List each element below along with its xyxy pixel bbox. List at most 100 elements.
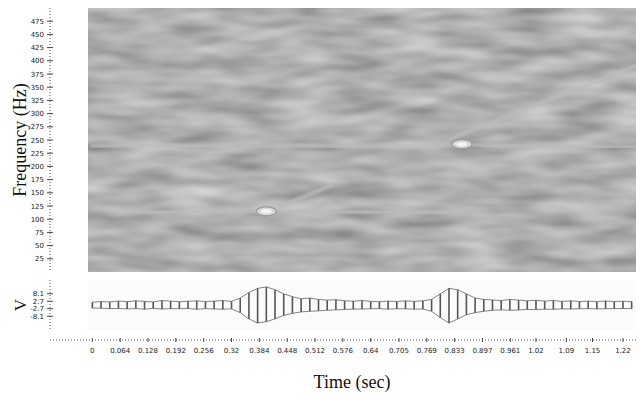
waveform-segment xyxy=(466,294,468,315)
waveform-segment xyxy=(283,294,285,316)
x-tick-label: 0.705 xyxy=(389,347,409,355)
waveform-segment xyxy=(553,301,555,310)
waveform-segment xyxy=(561,301,563,309)
y-tick xyxy=(47,153,53,154)
y-tick-label: 8.1 xyxy=(33,290,44,298)
y-tick xyxy=(47,258,53,259)
x-tick-label: 1.22 xyxy=(615,347,631,355)
x-tick xyxy=(342,338,343,342)
waveform-segment xyxy=(144,301,146,309)
waveform-segment xyxy=(622,301,624,308)
y-tick-label: 25 xyxy=(35,255,44,263)
waveform-segment xyxy=(257,288,259,323)
y-tick-label: 475 xyxy=(31,18,44,26)
waveform-segment xyxy=(405,301,407,309)
waveform-segment xyxy=(448,288,450,323)
y-tick xyxy=(47,60,53,61)
waveform-segment xyxy=(439,294,441,318)
x-tick-label: 0.192 xyxy=(166,347,186,355)
y-tick xyxy=(47,126,53,127)
x-tick xyxy=(175,338,176,342)
x-tick xyxy=(120,338,121,342)
waveform-segment xyxy=(152,302,154,308)
figure: 2550751001251501752002252502753003253503… xyxy=(0,0,641,401)
waveform-segment xyxy=(631,302,633,309)
y-tick xyxy=(47,179,53,180)
y-tick xyxy=(47,21,53,22)
y-tick-label: 50 xyxy=(35,242,44,250)
waveform-segment xyxy=(509,299,511,310)
waveform-segment xyxy=(170,301,172,309)
waveform-segment xyxy=(187,301,189,308)
waveform-segment xyxy=(483,299,485,311)
plot-area xyxy=(92,66,636,216)
x-tick xyxy=(454,338,455,342)
x-tick-label: 0.961 xyxy=(500,347,520,355)
x-tick xyxy=(148,338,149,342)
waveform-segment xyxy=(396,302,398,309)
waveform-segment xyxy=(387,301,389,309)
y-tick-label: 2.7 xyxy=(33,298,44,306)
waveform-segment xyxy=(266,287,268,322)
waveform-segment xyxy=(274,290,276,319)
y-tick-label: 425 xyxy=(31,44,44,52)
y-axis-line xyxy=(50,280,51,330)
bright-spot-core xyxy=(457,142,468,146)
waveform-segment xyxy=(361,301,363,309)
waveform-segment xyxy=(196,301,198,309)
y-tick xyxy=(47,293,53,294)
y-tick-label: -8.1 xyxy=(30,313,44,321)
waveform-segment xyxy=(613,302,615,309)
x-tick xyxy=(535,338,536,342)
x-tick-label: 0.512 xyxy=(305,347,325,355)
y-tick-label: 200 xyxy=(31,163,44,171)
y-tick xyxy=(47,245,53,246)
waveform-segment xyxy=(92,302,94,308)
x-tick xyxy=(287,338,288,342)
x-tick xyxy=(622,338,623,342)
waveform-segment xyxy=(413,301,415,309)
waveform-segment xyxy=(326,300,328,310)
x-axis-title: Time (sec) xyxy=(314,372,391,393)
y-tick xyxy=(47,47,53,48)
y-tick-label: 100 xyxy=(31,216,44,224)
x-tick xyxy=(315,338,316,342)
y-axis-title: V xyxy=(11,298,30,311)
waveform-segment xyxy=(587,301,589,309)
y-tick xyxy=(47,206,53,207)
y-tick-label: 125 xyxy=(31,203,44,211)
y-axis-title: Frequency (Hz) xyxy=(10,83,31,196)
y-tick xyxy=(47,316,53,317)
waveform-segment xyxy=(318,299,320,310)
x-tick xyxy=(510,338,511,342)
y-tick-label: 150 xyxy=(31,189,44,197)
y-tick-label: 375 xyxy=(31,71,44,79)
y-tick xyxy=(47,232,53,233)
x-tick-label: 0.448 xyxy=(277,347,297,355)
x-tick-label: 0.384 xyxy=(249,347,270,355)
y-tick xyxy=(47,113,53,114)
x-tick-label: 1.15 xyxy=(585,347,601,355)
x-tick xyxy=(426,338,427,342)
waveform-segment xyxy=(605,301,607,309)
frequency-track xyxy=(266,185,331,211)
y-tick-label: 300 xyxy=(31,110,44,118)
waveform-segment xyxy=(535,300,537,309)
waveform-segment xyxy=(222,301,224,310)
x-tick-label: 0.064 xyxy=(110,347,131,355)
waveform-segment xyxy=(109,302,111,309)
y-tick xyxy=(47,166,53,167)
x-tick-label: 0.32 xyxy=(224,347,240,355)
y-tick xyxy=(47,308,53,309)
x-tick-label: 0.128 xyxy=(138,347,158,355)
y-tick-label: 350 xyxy=(31,84,44,92)
y-tick xyxy=(47,34,53,35)
x-tick-label: 0.576 xyxy=(333,347,354,355)
waveform-segment xyxy=(213,301,215,309)
y-tick-label: 325 xyxy=(31,97,44,105)
waveform-segment xyxy=(570,301,572,309)
x-tick xyxy=(370,338,371,342)
waveform-segment xyxy=(231,301,233,309)
x-tick xyxy=(398,338,399,342)
y-tick-label: 75 xyxy=(35,229,44,237)
